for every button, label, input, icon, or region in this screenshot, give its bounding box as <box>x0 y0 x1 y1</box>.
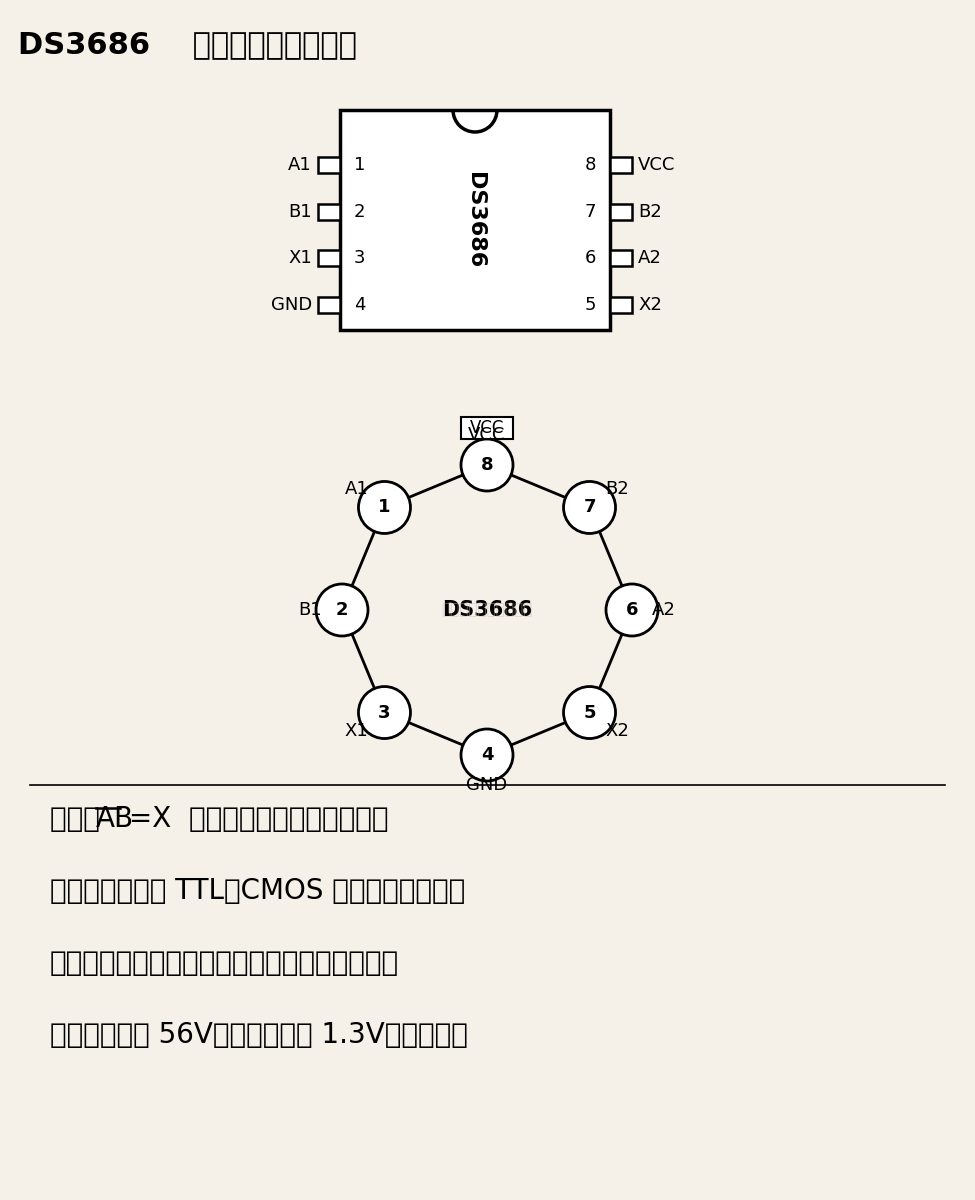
Text: A1: A1 <box>344 480 369 498</box>
Text: DS3686    双正电压延迟驱动器: DS3686 双正电压延迟驱动器 <box>18 30 357 59</box>
Circle shape <box>564 686 615 738</box>
Bar <box>318 251 340 266</box>
Text: X1: X1 <box>289 250 312 268</box>
Text: X2: X2 <box>638 296 662 314</box>
Text: 6: 6 <box>626 601 639 619</box>
Circle shape <box>359 686 410 738</box>
Bar <box>318 157 340 173</box>
Text: GND: GND <box>271 296 312 314</box>
Bar <box>461 416 513 439</box>
Text: 4: 4 <box>481 746 493 764</box>
Text: =X  内有二个独立的电路；与逻: =X 内有二个独立的电路；与逻 <box>120 805 388 833</box>
Bar <box>318 296 340 313</box>
Text: VCC: VCC <box>470 419 504 437</box>
Text: 2: 2 <box>354 203 366 221</box>
Text: 4: 4 <box>354 296 366 314</box>
Text: DS3686: DS3686 <box>465 172 485 268</box>
Bar <box>610 157 632 173</box>
Text: B1: B1 <box>298 601 322 619</box>
Circle shape <box>316 584 368 636</box>
Text: 5: 5 <box>583 703 596 721</box>
Text: 3: 3 <box>378 703 391 721</box>
Bar <box>610 251 632 266</box>
Text: 杭州将睿科技有限公司: 杭州将睿科技有限公司 <box>442 602 532 618</box>
Text: AB: AB <box>96 805 135 833</box>
Text: A2: A2 <box>638 250 662 268</box>
Text: B2: B2 <box>605 480 630 498</box>
Circle shape <box>564 481 615 534</box>
Text: 8: 8 <box>585 156 596 174</box>
Text: 2: 2 <box>335 601 348 619</box>
Circle shape <box>359 481 410 534</box>
Text: 辑功能；输入同 TTL、CMOS 电平兼容；含有一: 辑功能；输入同 TTL、CMOS 电平兼容；含有一 <box>50 877 465 905</box>
Bar <box>610 204 632 220</box>
Circle shape <box>461 439 513 491</box>
Text: GND: GND <box>466 776 508 794</box>
Text: VCC: VCC <box>468 426 506 444</box>
Text: X1: X1 <box>344 721 369 739</box>
Text: B2: B2 <box>638 203 662 221</box>
Text: 7: 7 <box>584 203 596 221</box>
Text: DS3686: DS3686 <box>442 600 532 620</box>
Text: X2: X2 <box>605 721 630 739</box>
Text: 6: 6 <box>585 250 596 268</box>
Bar <box>610 296 632 313</box>
Text: A2: A2 <box>652 601 676 619</box>
Text: A1: A1 <box>289 156 312 174</box>
Text: 1: 1 <box>378 498 391 516</box>
Text: 1: 1 <box>354 156 366 174</box>
Text: 向上锁存电压 56V；输出低电压 1.3V；输出低电: 向上锁存电压 56V；输出低电压 1.3V；输出低电 <box>50 1021 468 1049</box>
Circle shape <box>461 728 513 781</box>
Bar <box>340 110 610 330</box>
Circle shape <box>606 584 658 636</box>
Text: 5: 5 <box>584 296 596 314</box>
Text: B1: B1 <box>289 203 312 221</box>
Text: 3: 3 <box>354 250 366 268</box>
Text: 正逻辑: 正逻辑 <box>50 805 109 833</box>
Text: VCC: VCC <box>638 156 676 174</box>
Text: 个从输出连接到接地的内部电感回扫箝位电路；: 个从输出连接到接地的内部电感回扫箝位电路； <box>50 949 399 977</box>
Bar <box>318 204 340 220</box>
Text: 7: 7 <box>583 498 596 516</box>
Text: 8: 8 <box>481 456 493 474</box>
